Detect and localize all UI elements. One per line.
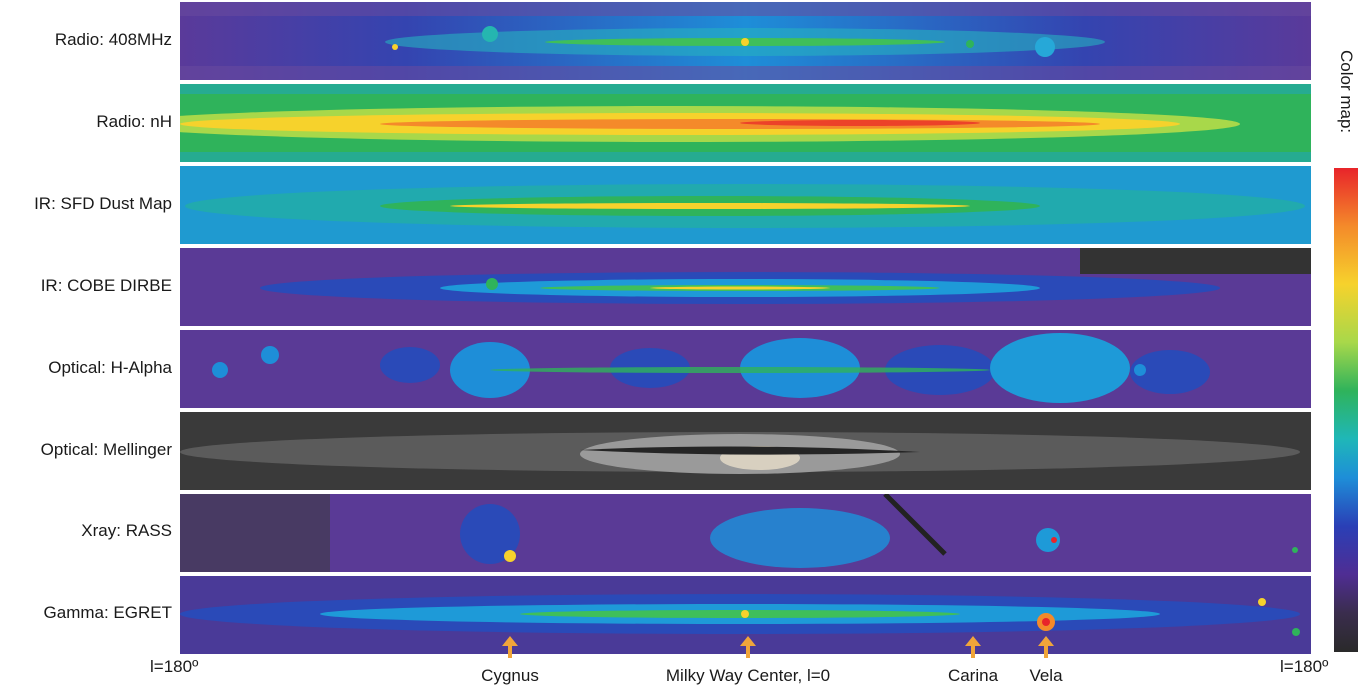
feature-milky-way-center: Milky Way Center, l=0 — [638, 636, 858, 686]
row-label-radio-nh: Radio: nH — [96, 112, 172, 131]
row-label-optical-halpha: Optical: H-Alpha — [48, 358, 172, 377]
up-arrow-icon — [1038, 636, 1054, 658]
axis-label-left: l=180º — [150, 657, 199, 676]
feature-cygnus: Cygnus — [465, 636, 555, 686]
row-label-ir-sfd: IR: SFD Dust Map — [34, 194, 172, 213]
feature-vela-label: Vela — [1029, 666, 1063, 685]
feature-carina: Carina — [928, 636, 1018, 686]
feature-milky-way-center-label: Milky Way Center, l=0 — [665, 666, 831, 685]
sky-map-ir-sfd — [180, 166, 1311, 244]
sky-map-ir-cobe — [180, 248, 1311, 326]
up-arrow-icon — [740, 636, 756, 658]
row-label-radio-408mhz: Radio: 408MHz — [54, 30, 172, 49]
axis-label-right: l=180º — [1280, 657, 1329, 676]
color-map-bar — [1334, 168, 1358, 652]
sky-map-optical-halpha — [180, 330, 1311, 408]
sky-map-radio-nh — [180, 84, 1311, 162]
row-label-ir-cobe: IR: COBE DIRBE — [40, 276, 172, 295]
sky-map-radio-408mhz — [180, 2, 1311, 80]
up-arrow-icon — [965, 636, 981, 658]
row-label-gamma-egret: Gamma: EGRET — [43, 603, 172, 622]
sky-map-optical-mellinger — [180, 412, 1311, 490]
row-label-xray-rass: Xray: RASS — [81, 521, 172, 540]
color-map-label: Color map: — [1337, 50, 1356, 134]
up-arrow-icon — [502, 636, 518, 658]
feature-vela: Vela — [1008, 636, 1084, 686]
feature-cygnus-label: Cygnus — [481, 666, 539, 685]
row-label-optical-mellinger: Optical: Mellinger — [40, 440, 172, 459]
feature-carina-label: Carina — [947, 666, 999, 685]
sky-map-xray-rass — [180, 494, 1311, 572]
